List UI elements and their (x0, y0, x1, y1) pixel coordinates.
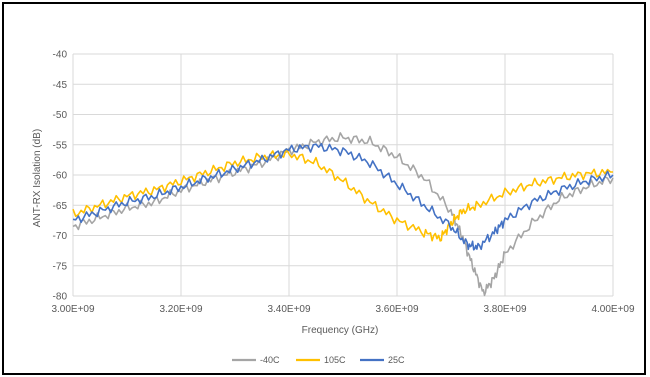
y-tick-label: -40 (53, 50, 68, 61)
y-tick-labels: -40 -45 -50 -55 -60 -65 -70 -75 -80 (53, 50, 68, 303)
series-line--40C (72, 132, 614, 297)
x-tick-label: 3.00E+09 (51, 304, 95, 315)
y-tick-label: -50 (53, 110, 68, 121)
x-tick-label: 3.20E+09 (159, 304, 203, 315)
y-tick-label: -80 (53, 292, 68, 303)
y-tick-label: -65 (53, 201, 68, 212)
y-tick-label: -75 (53, 261, 68, 272)
y-tick-label: -45 (53, 80, 68, 91)
series-lines (72, 132, 614, 297)
legend-label: -40C (260, 355, 280, 365)
legend-label: 105C (324, 355, 346, 365)
legend-label: 25C (388, 355, 405, 365)
y-tick-label: -60 (53, 171, 68, 182)
x-tick-label: 3.60E+09 (375, 304, 419, 315)
x-tick-labels: 3.00E+09 3.20E+09 3.40E+09 3.60E+09 3.80E+09… (51, 304, 635, 315)
gridlines (72, 53, 614, 297)
x-tick-label: 3.80E+09 (483, 304, 527, 315)
x-axis-title: Frequency (GHz) (302, 325, 379, 336)
series-line-25C (72, 142, 614, 251)
y-tick-label: -55 (53, 140, 68, 151)
legend: -40C 105C 25C (232, 355, 405, 365)
x-tick-label: 3.40E+09 (267, 304, 311, 315)
y-axis-title: ANT-RX Isolation (dB) (32, 129, 43, 227)
series-line-105C (72, 148, 614, 242)
x-tick-label: 4.00E+09 (591, 304, 635, 315)
y-tick-label: -70 (53, 231, 68, 242)
